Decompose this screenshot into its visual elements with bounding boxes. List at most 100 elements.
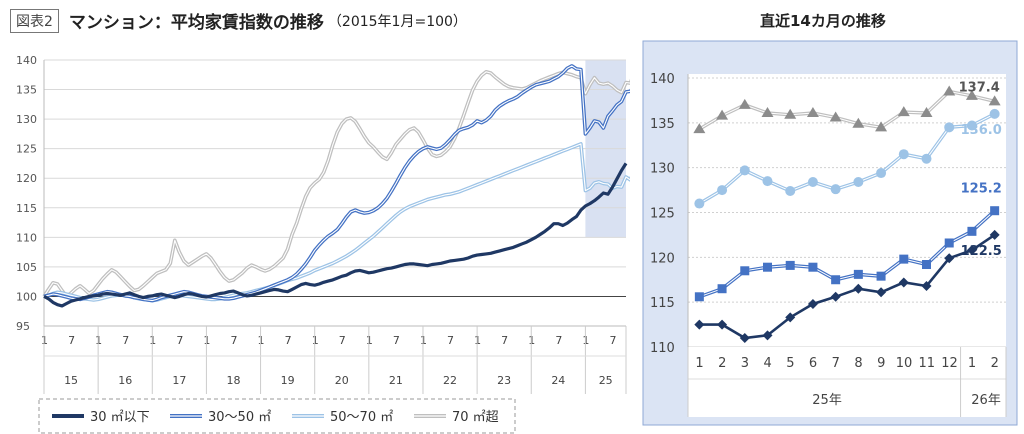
data-point-s3050	[694, 292, 704, 302]
x-year-label: 22	[443, 374, 457, 387]
y-tick-label: 100	[16, 290, 37, 303]
data-point-s70	[897, 106, 910, 117]
y-tick-label: 110	[16, 231, 37, 244]
x-axis-area	[688, 347, 1006, 417]
plot-area	[688, 74, 1006, 347]
chart-subtitle: （2015年1月=100）	[327, 13, 467, 30]
legend-label: 30 ㎡以下	[90, 410, 150, 425]
x-year-label: 21	[389, 374, 403, 387]
data-point-s30	[989, 229, 1000, 240]
data-point-s5070	[966, 120, 977, 131]
data-point-s5070	[921, 153, 932, 164]
legend-label: 70 ㎡超	[452, 410, 499, 425]
data-point-s5070	[807, 177, 818, 188]
data-point-s30	[785, 312, 796, 323]
data-point-s5070	[717, 185, 728, 196]
x-month-label: 7	[501, 334, 508, 347]
y-tick-label: 95	[16, 320, 30, 333]
y-tick-label: 135	[650, 117, 675, 132]
data-point-s30	[762, 330, 773, 341]
series-line-s30	[43, 162, 628, 308]
series-line-s3050	[43, 64, 630, 303]
data-point-s70	[988, 95, 1001, 106]
x-month-label: 7	[555, 334, 562, 347]
x-month-label: 7	[832, 356, 840, 371]
x-year-label: 25年	[812, 393, 842, 408]
data-point-s5070	[853, 177, 864, 188]
x-month-label: 1	[968, 356, 976, 371]
data-point-s70	[738, 98, 751, 109]
data-point-s3050	[808, 262, 818, 272]
data-point-s30	[853, 283, 864, 294]
y-tick-label: 115	[16, 202, 37, 215]
legend: 30 ㎡以下 30〜50 ㎡ 50〜70 ㎡ 70 ㎡超	[38, 398, 516, 434]
x-year-label: 24	[551, 374, 565, 387]
data-point-s5070	[989, 108, 1000, 119]
end-value-label-s70: 137.4	[959, 80, 1000, 95]
data-point-s70	[693, 123, 706, 134]
x-month-label: 6	[809, 356, 817, 371]
data-point-s30	[876, 287, 887, 298]
end-value-label-s3050: 125.2	[961, 182, 1002, 197]
y-tick-label: 115	[650, 296, 675, 311]
end-value-label-s5070: 136.0	[961, 123, 1002, 138]
data-point-s30	[807, 298, 818, 309]
x-month-label: 2	[991, 356, 999, 371]
x-month-label: 12	[941, 356, 958, 371]
data-point-s30	[717, 319, 728, 330]
x-month-label: 7	[122, 334, 129, 347]
data-point-s5070	[944, 122, 955, 133]
data-point-s5070	[694, 198, 705, 209]
x-month-label: 2	[718, 356, 726, 371]
legend-label: 50〜70 ㎡	[330, 410, 393, 425]
y-tick-label: 135	[16, 84, 37, 97]
x-month-label: 8	[854, 356, 862, 371]
data-point-s3050	[831, 275, 841, 285]
data-point-s30	[739, 333, 750, 344]
data-point-s30	[944, 253, 955, 264]
data-point-s70	[965, 89, 978, 100]
data-point-s70	[875, 121, 888, 132]
x-month-label: 7	[68, 334, 75, 347]
data-point-s70	[829, 111, 842, 122]
x-month-label: 3	[741, 356, 749, 371]
y-tick-label: 125	[650, 207, 675, 222]
data-point-s3050	[717, 284, 727, 294]
data-point-s3050	[785, 260, 795, 270]
y-tick-label: 140	[650, 72, 675, 87]
data-point-s3050	[967, 226, 977, 236]
data-point-s30	[830, 291, 841, 302]
x-month-label: 7	[285, 334, 292, 347]
data-point-s3050	[763, 262, 772, 272]
x-month-label: 4	[764, 356, 772, 371]
data-point-s70	[784, 108, 797, 119]
x-month-label: 5	[786, 356, 794, 371]
data-point-s5070	[898, 149, 909, 160]
x-year-label: 19	[281, 374, 295, 387]
x-year-label: 25	[599, 374, 613, 387]
x-month-label: 7	[339, 334, 346, 347]
data-point-s30	[694, 319, 705, 330]
y-tick-label: 120	[650, 251, 675, 266]
figure-label: 図表2	[10, 8, 59, 33]
x-year-label: 23	[497, 374, 511, 387]
y-tick-label: 125	[16, 143, 37, 156]
x-month-label: 1	[695, 356, 703, 371]
y-tick-label: 130	[650, 162, 675, 177]
data-point-s70	[920, 106, 933, 117]
y-tick-label: 105	[16, 261, 37, 274]
data-point-s70	[761, 106, 774, 117]
right-chart-title: 直近14カ月の推移	[760, 12, 886, 30]
x-month-label: 10	[896, 356, 913, 371]
data-point-s30	[921, 281, 932, 292]
data-point-s3050	[899, 254, 909, 264]
data-point-s3050	[740, 266, 750, 276]
data-point-s70	[852, 117, 865, 128]
legend-label: 30〜50 ㎡	[208, 410, 271, 425]
x-year-label: 26年	[971, 393, 1001, 408]
data-point-s30	[966, 245, 977, 256]
y-tick-label: 110	[650, 341, 675, 356]
x-year-label: 17	[172, 374, 186, 387]
x-year-label: 15	[64, 374, 78, 387]
